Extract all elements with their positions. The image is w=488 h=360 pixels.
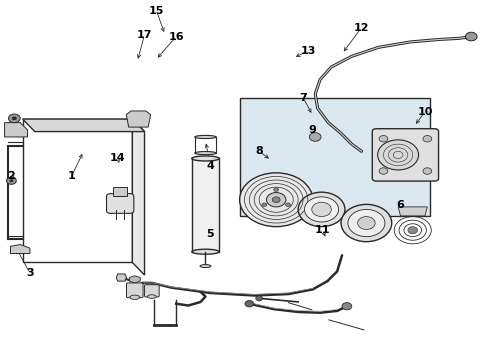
Ellipse shape xyxy=(147,295,156,298)
Ellipse shape xyxy=(200,265,210,267)
Text: 8: 8 xyxy=(255,146,263,156)
Bar xyxy=(239,98,429,216)
Text: 16: 16 xyxy=(168,32,183,41)
Polygon shape xyxy=(22,119,144,132)
Circle shape xyxy=(422,135,431,142)
FancyBboxPatch shape xyxy=(106,194,134,213)
FancyBboxPatch shape xyxy=(144,285,159,297)
Circle shape xyxy=(12,117,17,120)
FancyBboxPatch shape xyxy=(371,129,438,181)
Circle shape xyxy=(304,197,338,222)
Ellipse shape xyxy=(191,249,219,254)
Polygon shape xyxy=(4,123,27,137)
Circle shape xyxy=(309,133,321,141)
Polygon shape xyxy=(10,244,30,253)
Circle shape xyxy=(311,202,330,217)
Text: 5: 5 xyxy=(206,229,214,239)
Bar xyxy=(191,158,219,252)
Polygon shape xyxy=(129,276,140,283)
Circle shape xyxy=(285,203,290,207)
Text: 12: 12 xyxy=(353,23,368,33)
Text: 4: 4 xyxy=(206,161,214,171)
FancyBboxPatch shape xyxy=(126,283,143,298)
Text: 9: 9 xyxy=(308,125,316,135)
Text: 1: 1 xyxy=(67,171,75,181)
Text: 17: 17 xyxy=(137,30,152,40)
Circle shape xyxy=(465,32,476,41)
Ellipse shape xyxy=(191,156,219,161)
Circle shape xyxy=(262,203,266,207)
Circle shape xyxy=(255,296,262,301)
Ellipse shape xyxy=(194,152,216,155)
Bar xyxy=(113,187,127,197)
Text: 14: 14 xyxy=(110,153,125,163)
Circle shape xyxy=(273,188,278,192)
Text: 15: 15 xyxy=(149,6,164,17)
Ellipse shape xyxy=(194,135,216,139)
Circle shape xyxy=(422,168,431,174)
Circle shape xyxy=(378,168,387,174)
Circle shape xyxy=(377,140,418,170)
Ellipse shape xyxy=(130,295,140,300)
Circle shape xyxy=(378,135,387,142)
Circle shape xyxy=(298,192,344,226)
Circle shape xyxy=(239,173,312,226)
Text: 11: 11 xyxy=(314,225,329,235)
Text: 6: 6 xyxy=(396,200,404,210)
Text: 10: 10 xyxy=(416,107,432,117)
Circle shape xyxy=(407,226,417,234)
Circle shape xyxy=(6,177,16,184)
Text: 3: 3 xyxy=(26,268,34,278)
Circle shape xyxy=(244,301,253,307)
Polygon shape xyxy=(126,111,150,127)
Polygon shape xyxy=(132,119,144,275)
Polygon shape xyxy=(397,207,427,216)
Text: 7: 7 xyxy=(299,93,306,103)
Text: 2: 2 xyxy=(7,171,15,181)
Circle shape xyxy=(347,210,384,237)
Text: 13: 13 xyxy=(300,46,315,56)
Circle shape xyxy=(266,193,285,207)
Circle shape xyxy=(8,114,20,123)
Circle shape xyxy=(341,303,351,310)
Circle shape xyxy=(357,217,374,229)
Circle shape xyxy=(9,179,13,182)
Circle shape xyxy=(340,204,391,242)
Circle shape xyxy=(272,197,280,203)
Polygon shape xyxy=(116,274,126,281)
